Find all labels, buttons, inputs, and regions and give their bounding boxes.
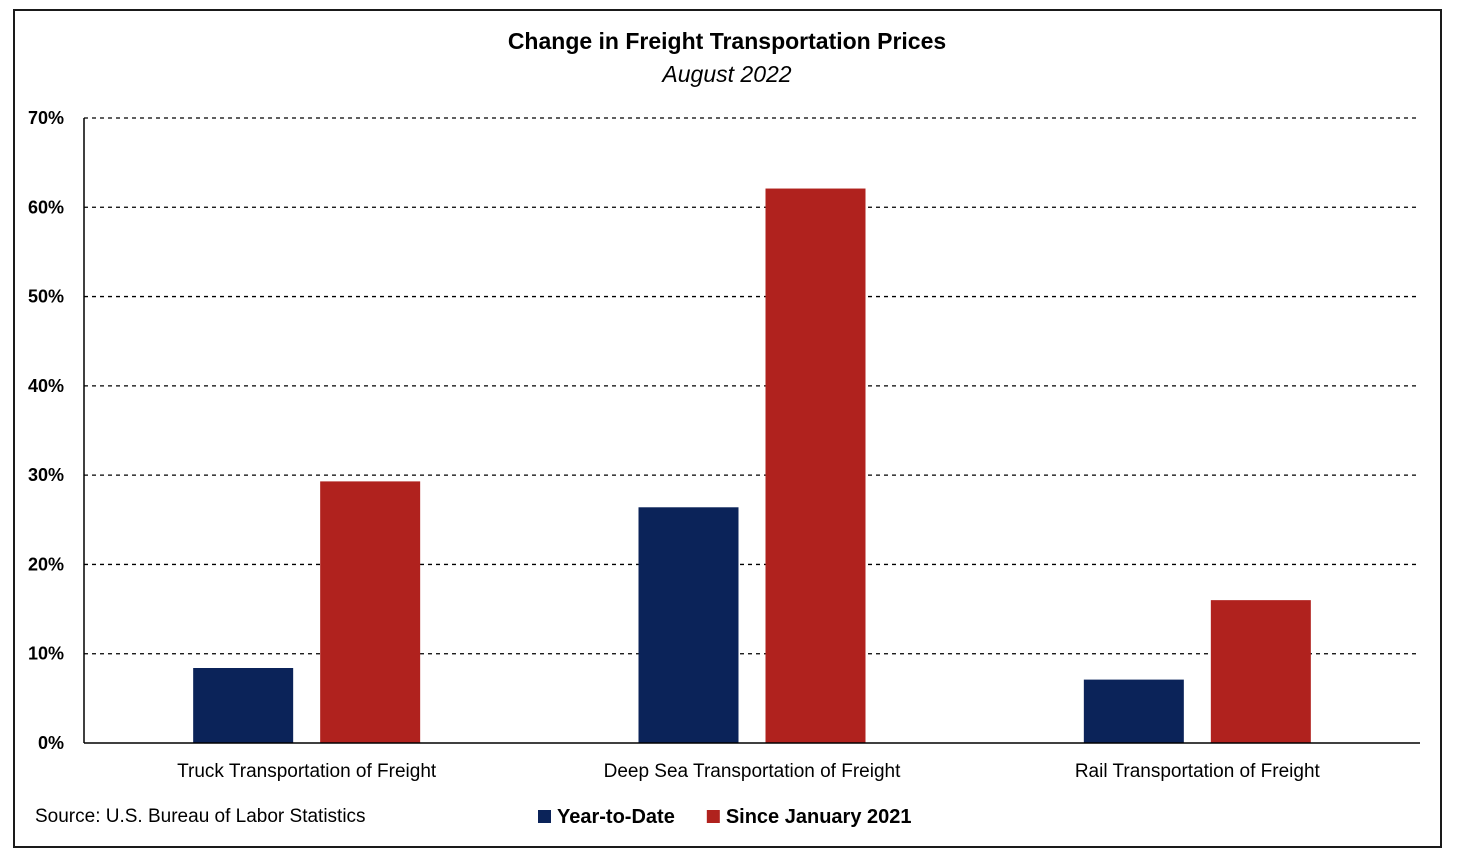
chart-title: Change in Freight Transportation Prices [508, 28, 946, 54]
y-tick-label: 30% [28, 465, 64, 485]
bars [193, 188, 1311, 744]
axes [83, 118, 1420, 744]
legend-swatch [706, 810, 720, 823]
x-tick-label: Deep Sea Transportation of Freight [604, 761, 902, 782]
y-tick-label: 70% [28, 108, 64, 128]
bar [193, 668, 294, 743]
x-tick-label: Truck Transportation of Freight [177, 761, 437, 782]
source-note: Source: U.S. Bureau of Labor Statistics [35, 806, 366, 827]
y-tick-label: 60% [28, 197, 64, 217]
bar [765, 188, 866, 744]
x-tick-label: Rail Transportation of Freight [1075, 761, 1321, 782]
y-tick-label: 20% [28, 554, 64, 574]
legend-label: Year-to-Date [557, 806, 675, 828]
bar [1083, 679, 1184, 743]
y-axis-ticks: 0% 10% 20% 30% 40% 50% 60% 70% [28, 108, 64, 753]
y-tick-label: 10% [28, 644, 64, 664]
legend-label: Since January 2021 [726, 806, 912, 828]
bar [1210, 600, 1311, 743]
y-tick-label: 50% [28, 287, 64, 307]
legend: Year-to-Date Since January 2021 [538, 806, 912, 828]
y-tick-label: 0% [38, 733, 64, 753]
y-tick-label: 40% [28, 376, 64, 396]
chart-subtitle: August 2022 [660, 61, 791, 87]
gridlines [84, 117, 1420, 655]
bar [320, 481, 421, 743]
x-axis-ticks: Truck Transportation of Freight Deep Sea … [177, 761, 1320, 782]
legend-swatch [538, 810, 551, 823]
bar [638, 507, 739, 743]
